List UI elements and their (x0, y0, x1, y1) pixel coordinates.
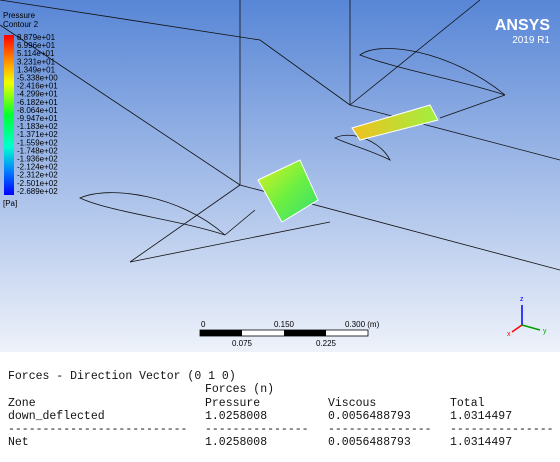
legend-label: -1.371e+02 (17, 130, 58, 139)
legend-label: 8.879e+01 (17, 33, 56, 42)
scale-label: 0.225 (316, 339, 337, 348)
axis-label: y (543, 328, 547, 335)
console-text: 0.0056488793 (328, 436, 411, 449)
legend-label: -1.936e+02 (17, 155, 58, 164)
legend-label: -2.689e+02 (17, 187, 58, 196)
console-text: Forces (n) (205, 383, 275, 396)
legend-label: -2.312e+02 (17, 171, 58, 180)
scale-bar (199, 329, 369, 337)
console-text: 1.0314497 (450, 410, 513, 423)
legend-title: Contour 2 (3, 20, 39, 29)
legend-label: -1.183e+02 (17, 122, 58, 131)
axis-triad (511, 305, 541, 333)
surface-contour (257, 159, 319, 223)
console-text: Zone (8, 397, 36, 410)
console-text: down_deflected (8, 410, 105, 423)
axis-label: x (507, 331, 511, 338)
console-text: --------------- (450, 423, 554, 436)
legend-label: 6.996e+01 (17, 41, 56, 50)
legend-label: -8.064e+01 (17, 106, 58, 115)
console: Forces - Direction Vector (0 1 0) Forces … (0, 352, 560, 462)
axis-label: z (520, 296, 524, 303)
legend-label: -4.299e+01 (17, 90, 58, 99)
scale-label: 0 (201, 320, 206, 329)
legend-label: 5.114e+01 (17, 49, 55, 58)
console-text: Pressure (205, 397, 261, 410)
surface-contour (351, 104, 439, 141)
color-bar (4, 35, 14, 195)
legend-label: 1.349e+01 (17, 65, 56, 74)
viewport: Pressure Contour 2 8.879e+016.996e+015.1… (0, 0, 560, 352)
legend-label: -6.182e+01 (17, 98, 58, 107)
scale-label: 0.150 (274, 320, 295, 329)
scale-label: 0.300 (m) (345, 320, 380, 329)
console-text: -------------------------- (8, 423, 188, 436)
legend-label: -2.416e+01 (17, 82, 58, 91)
console-text: Forces - Direction Vector (0 1 0) (8, 370, 236, 383)
legend-label: -1.748e+02 (17, 146, 58, 155)
legend-label: -2.124e+02 (17, 163, 58, 172)
wireframe (0, 0, 560, 271)
legend-label: -1.559e+02 (17, 138, 58, 147)
console-text: 1.0314497 (450, 436, 513, 449)
legend-label: -5.338e+00 (17, 74, 58, 83)
console-text: 0.0056488793 (328, 410, 411, 423)
legend-title: Pressure (3, 11, 36, 20)
scale-label: 0.075 (232, 339, 253, 348)
console-text: Net (8, 436, 29, 449)
legend-unit: [Pa] (3, 199, 17, 208)
legend-label: -2.501e+02 (17, 179, 58, 188)
legend-label: 3.231e+01 (17, 57, 56, 66)
console-text: --------------- (328, 423, 432, 436)
console-text: Viscous (328, 397, 377, 410)
console-text: 1.0258008 (205, 436, 268, 449)
logo-version: 2019 R1 (512, 35, 550, 46)
console-text: --------------- (205, 423, 309, 436)
console-text: 1.0258008 (205, 410, 268, 423)
console-text: Total (450, 397, 485, 410)
logo-brand: ANSYS (495, 17, 550, 34)
legend-label: -9.947e+01 (17, 114, 58, 123)
